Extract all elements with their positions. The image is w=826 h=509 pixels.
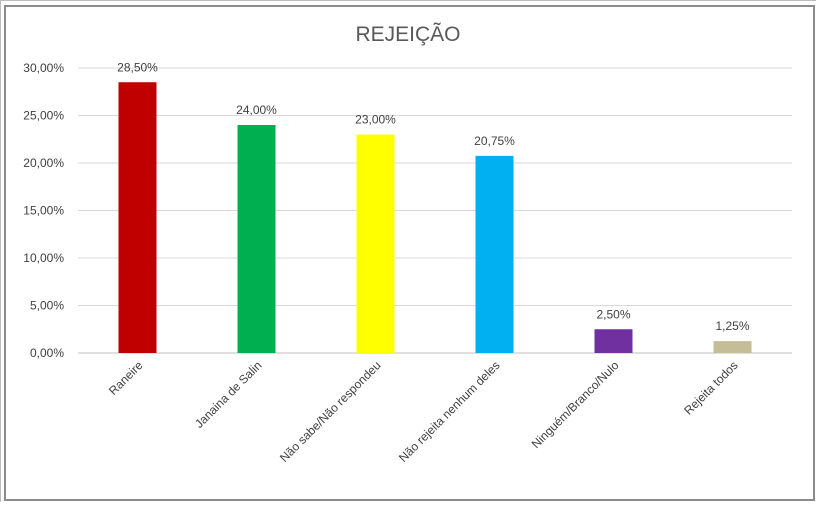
y-tick-label: 15,00% bbox=[23, 204, 64, 218]
y-axis-ticks: 0,00% 5,00% 10,00% 15,00% 20,00% 25,00% 30,00% bbox=[23, 61, 64, 360]
data-label: 23,00% bbox=[355, 113, 396, 127]
data-label: 28,50% bbox=[117, 60, 158, 74]
x-category-label: Não sabe/Não respondeu bbox=[277, 358, 384, 465]
data-labels: 28,50% 24,00% 23,00% 20,75% 2,50% 1,25% bbox=[117, 60, 750, 333]
right-margin bbox=[816, 0, 826, 509]
gridlines bbox=[78, 67, 792, 354]
bar bbox=[713, 341, 752, 353]
y-tick-label: 30,00% bbox=[23, 61, 64, 75]
chart-title: REJEIÇÃO bbox=[355, 22, 460, 46]
x-category-label: Não rejeita nenhum deles bbox=[396, 358, 503, 465]
data-label: 2,50% bbox=[596, 307, 630, 321]
data-label: 20,75% bbox=[474, 134, 515, 148]
x-category-label: Raneire bbox=[106, 358, 146, 398]
x-axis-labels: Raneire Janaina de Salin Não sabe/Não resp… bbox=[106, 358, 741, 465]
y-tick-label: 5,00% bbox=[30, 299, 64, 313]
bar bbox=[118, 82, 157, 353]
y-tick-label: 0,00% bbox=[30, 346, 64, 360]
data-label: 24,00% bbox=[236, 103, 277, 117]
y-tick-label: 25,00% bbox=[23, 109, 64, 123]
x-category-label: Janaina de Salin bbox=[192, 358, 265, 431]
data-label: 1,25% bbox=[715, 319, 749, 333]
y-tick-label: 10,00% bbox=[23, 251, 64, 265]
bar bbox=[594, 329, 633, 353]
bottom-margin bbox=[0, 502, 826, 509]
bar bbox=[237, 125, 276, 353]
bar bbox=[356, 134, 395, 353]
x-category-label: Ninguém/Branco/Nulo bbox=[529, 358, 622, 451]
x-category-label: Rejeita todos bbox=[681, 358, 740, 417]
bar bbox=[475, 155, 514, 353]
bars bbox=[118, 82, 752, 353]
y-tick-label: 20,00% bbox=[23, 156, 64, 170]
